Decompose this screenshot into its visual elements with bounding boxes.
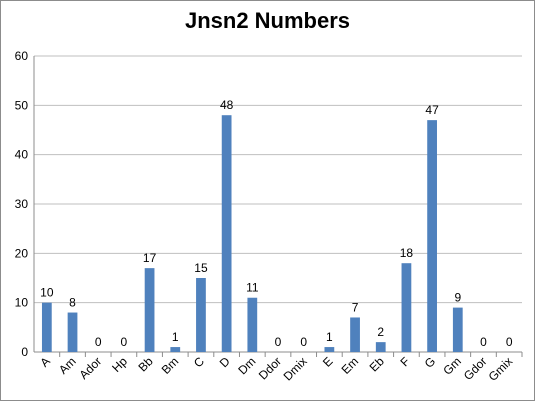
x-tick-label: Bb [135, 354, 156, 375]
bar [196, 278, 206, 352]
y-tick-label: 30 [15, 197, 29, 211]
bar [41, 302, 52, 352]
bar [170, 347, 181, 352]
bar [144, 268, 155, 352]
y-tick-label: 10 [15, 296, 29, 310]
x-tick-label: Ador [77, 354, 105, 382]
x-tick-label: Dmix [281, 354, 310, 383]
x-tick-label: Bm [159, 354, 182, 377]
data-label: 1 [172, 330, 179, 344]
data-label: 0 [275, 335, 282, 349]
x-tick-label: A [37, 354, 53, 370]
x-tick-label: E [320, 354, 336, 370]
x-tick-label: Hp [109, 354, 130, 375]
bar [247, 297, 258, 352]
data-label: 1 [326, 330, 333, 344]
data-label: 8 [69, 296, 76, 310]
bar [324, 347, 335, 352]
data-label: 17 [143, 251, 157, 265]
data-label: 2 [377, 325, 384, 339]
x-tick-label: G [422, 354, 439, 371]
data-label: 0 [300, 335, 307, 349]
x-tick-label: F [397, 354, 412, 369]
x-tick-label: C [191, 354, 207, 370]
data-label: 18 [400, 246, 414, 260]
bar [427, 120, 437, 352]
data-label: 11 [246, 281, 259, 295]
bar [350, 317, 360, 352]
y-tick-label: 50 [15, 98, 29, 112]
x-tick-label: Gm [440, 354, 464, 378]
chart-title: Jnsn2 Numbers [184, 8, 351, 33]
bar [67, 312, 78, 352]
data-label: 47 [425, 103, 439, 117]
data-label: 0 [480, 335, 487, 349]
bar [452, 307, 463, 352]
x-tick-label: Ddor [256, 354, 284, 382]
data-label: 0 [95, 335, 102, 349]
y-tick-label: 40 [15, 148, 29, 162]
bar [375, 342, 386, 352]
y-tick-label: 0 [21, 345, 28, 359]
bar [221, 115, 232, 352]
data-label: 0 [506, 335, 513, 349]
x-tick-label: Gdor [461, 354, 490, 383]
y-tick-label: 20 [15, 246, 29, 260]
x-tick-label: Dm [235, 354, 258, 377]
data-label: 9 [454, 291, 461, 305]
data-label: 7 [352, 300, 359, 314]
data-label: 10 [40, 286, 54, 300]
data-label: 48 [220, 98, 234, 112]
x-tick-label: Am [56, 354, 79, 377]
data-label: 15 [194, 261, 208, 275]
x-tick-label: D [217, 354, 233, 370]
data-label: 0 [121, 335, 128, 349]
x-tick-label: Gmix [486, 354, 516, 384]
y-tick-label: 60 [15, 49, 29, 63]
x-tick-label: Em [339, 354, 362, 377]
bar [401, 263, 412, 352]
x-tick-label: Eb [367, 354, 388, 375]
